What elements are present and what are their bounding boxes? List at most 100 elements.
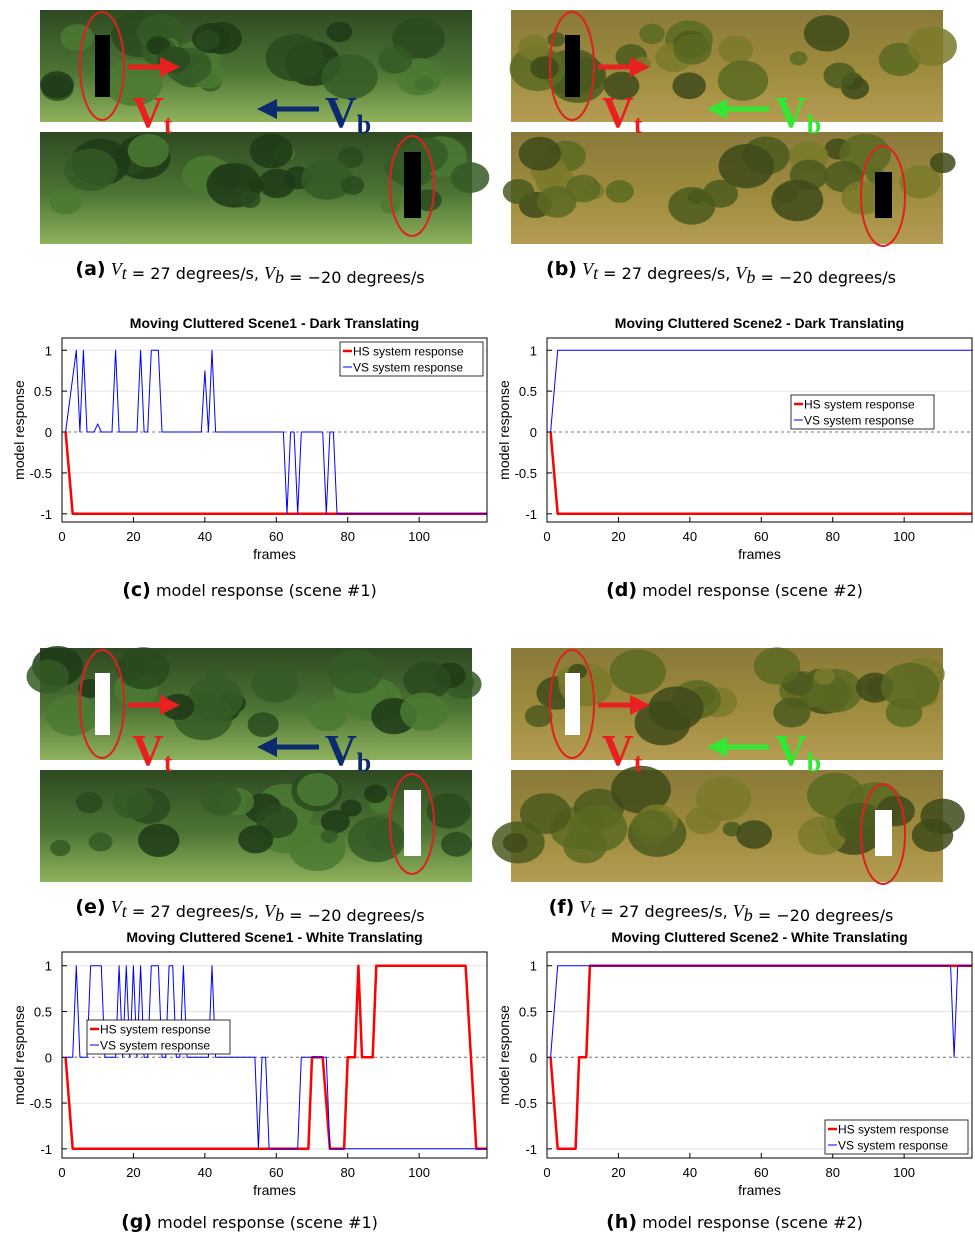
x-tick-label: 80	[825, 529, 839, 544]
caption-text: = 27 degrees/s,	[127, 264, 264, 283]
caption-text: = −20 degrees/s	[284, 268, 425, 287]
y-tick-label: -1	[40, 507, 52, 522]
caption-text: = −20 degrees/s	[753, 906, 894, 925]
foliage	[530, 56, 559, 79]
caption-text: model response (scene #1)	[157, 1213, 378, 1232]
caption: (a) Vt = 27 degrees/s, Vb = −20 degrees/…	[75, 258, 424, 287]
x-axis-label: frames	[253, 546, 296, 562]
caption: (f) Vt = 27 degrees/s, Vb = −20 degrees/…	[549, 896, 894, 925]
foliage	[201, 783, 242, 815]
foliage	[321, 810, 350, 833]
x-axis-label: frames	[738, 1182, 781, 1198]
target-bar	[95, 673, 110, 735]
plot-frame	[547, 338, 972, 522]
x-tick-label: 60	[754, 529, 768, 544]
caption: (h) model response (scene #2)	[606, 1211, 863, 1233]
caption: (b) Vt = 27 degrees/s, Vb = −20 degrees/…	[546, 258, 896, 287]
y-tick-label: 0.5	[34, 1005, 52, 1020]
x-tick-label: 20	[611, 1165, 625, 1180]
foliage	[50, 189, 82, 214]
y-axis-label: model response	[496, 380, 512, 480]
foliage	[128, 134, 169, 167]
foliage	[328, 650, 383, 694]
chart-title: Moving Cluttered Scene2 - Dark Translati…	[615, 315, 904, 331]
y-tick-label: 0	[45, 1050, 52, 1065]
x-tick-label: 80	[340, 1165, 354, 1180]
caption-subscript: b	[744, 905, 753, 925]
caption-subscript: b	[275, 267, 284, 287]
caption-label: (e)	[75, 896, 105, 918]
caption-text: = −20 degrees/s	[284, 906, 425, 925]
foliage	[649, 686, 704, 730]
caption-text: = 27 degrees/s,	[595, 902, 732, 921]
foliage	[259, 169, 296, 198]
foliage	[824, 63, 856, 89]
velocity-subscript: t	[164, 110, 173, 139]
foliage	[266, 34, 325, 81]
y-tick-label: -1	[525, 1142, 537, 1157]
foliage	[76, 792, 103, 813]
legend-label: HS system response	[353, 345, 464, 359]
caption: (c) model response (scene #1)	[122, 579, 377, 601]
foliage	[771, 180, 823, 222]
x-tick-label: 0	[58, 529, 65, 544]
foliage	[441, 832, 472, 857]
velocity-subscript: b	[807, 110, 821, 139]
foliage	[327, 22, 353, 43]
velocity-symbol: V	[775, 88, 807, 137]
chart-title: Moving Cluttered Scene1 - White Translat…	[126, 929, 422, 945]
foliage	[639, 24, 664, 44]
y-tick-label: -1	[40, 1142, 52, 1157]
x-tick-label: 40	[683, 529, 697, 544]
y-tick-label: 0	[530, 425, 537, 440]
caption-text: = 27 degrees/s,	[598, 264, 735, 283]
x-tick-label: 80	[825, 1165, 839, 1180]
foliage	[736, 820, 772, 849]
foliage	[631, 810, 673, 844]
x-tick-label: 100	[893, 1165, 915, 1180]
foliage	[518, 35, 549, 60]
caption-text: model response (scene #2)	[642, 581, 863, 600]
x-tick-label: 40	[198, 1165, 212, 1180]
chart-title: Moving Cluttered Scene1 - Dark Translati…	[130, 315, 419, 331]
velocity-symbol: V	[132, 88, 164, 137]
foliage	[519, 137, 561, 171]
x-axis-label: frames	[253, 1182, 296, 1198]
foliage	[251, 665, 298, 703]
foliage	[719, 144, 774, 188]
caption: (e) Vt = 27 degrees/s, Vb = −20 degrees/…	[75, 896, 424, 925]
foliage	[64, 149, 117, 192]
legend-label: VS system response	[804, 414, 914, 428]
figure: VtVb(a) Vt = 27 degrees/s, Vb = −20 degr…	[0, 0, 975, 1248]
foliage	[250, 134, 293, 169]
x-tick-label: 80	[340, 529, 354, 544]
x-tick-label: 100	[408, 529, 430, 544]
caption-label: (a)	[75, 258, 105, 280]
target-bar	[875, 810, 892, 856]
target-bar	[565, 35, 580, 97]
photo	[26, 646, 481, 760]
velocity-symbol: V	[602, 726, 634, 775]
velocity-subscript: b	[807, 748, 821, 777]
foliage	[248, 179, 264, 192]
foliage	[297, 773, 338, 806]
foliage	[537, 186, 577, 218]
y-tick-label: 1	[45, 959, 52, 974]
foliage	[610, 650, 666, 695]
x-tick-label: 100	[893, 529, 915, 544]
foliage	[718, 60, 768, 100]
foliage	[525, 705, 552, 727]
y-tick-label: -1	[525, 507, 537, 522]
x-tick-label: 60	[754, 1165, 768, 1180]
y-axis-label: model response	[11, 380, 27, 480]
foliage	[672, 72, 705, 99]
foliage	[400, 692, 448, 730]
photo	[492, 766, 965, 882]
foliage	[26, 660, 68, 694]
caption-label: (c)	[122, 579, 151, 601]
foliage	[321, 829, 338, 843]
y-tick-label: 0.5	[519, 384, 537, 399]
foliage	[113, 786, 154, 819]
foliage	[138, 824, 179, 857]
x-tick-label: 0	[543, 529, 550, 544]
